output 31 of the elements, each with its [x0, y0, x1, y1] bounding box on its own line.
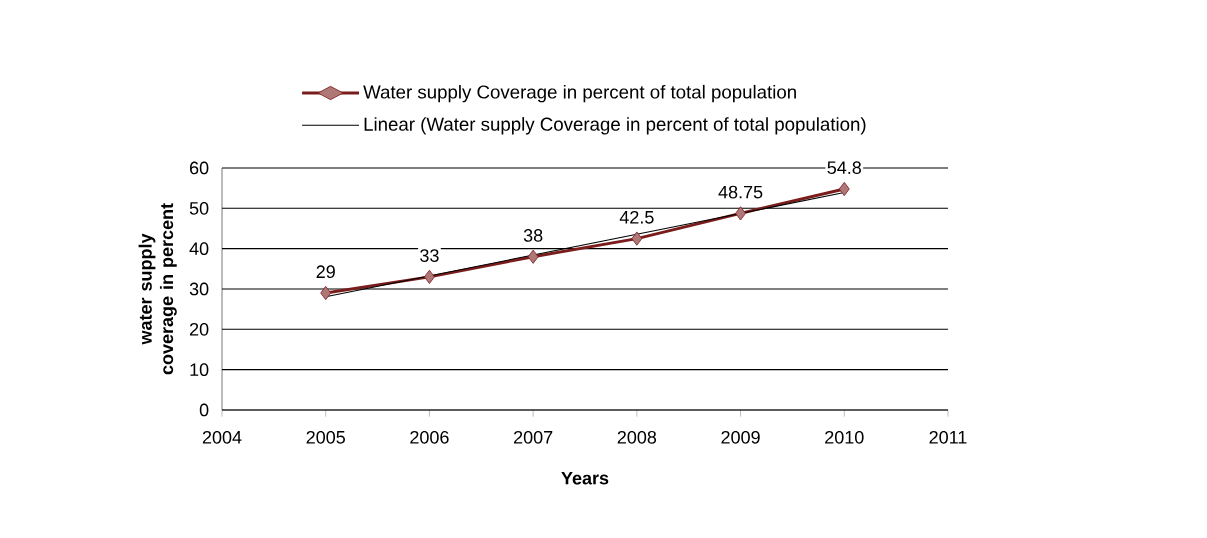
data-label: 33 — [420, 249, 439, 262]
y-tick-label: 20 — [189, 322, 209, 336]
y-tick-label: 30 — [189, 282, 209, 296]
point — [320, 285, 332, 301]
point — [631, 231, 643, 246]
data-label: 29 — [316, 265, 335, 279]
point — [527, 249, 539, 264]
x-tick-label: 2007 — [514, 430, 553, 444]
data-label: 54.8 — [827, 161, 862, 175]
x-axis-title: Years — [561, 471, 609, 485]
point — [838, 181, 850, 197]
point — [424, 269, 435, 284]
x-tick-label: 2008 — [617, 430, 657, 444]
data-label: 48.75 — [718, 185, 763, 199]
y-axis-title: water supply coverage in percent — [138, 203, 177, 375]
x-tick-label: 2011 — [929, 430, 967, 444]
x-tick-label: 2005 — [306, 430, 345, 444]
y-tick-label: 40 — [189, 242, 209, 256]
y-tick-label: 10 — [190, 363, 209, 377]
legend-label: Linear (Water supply Coverage in percent of total population) — [364, 117, 866, 135]
x-tick-label: 2006 — [410, 430, 449, 444]
point — [735, 206, 746, 221]
y-tick-label: 50 — [189, 201, 209, 215]
legend-label: Water supply Coverage in percent of total population — [363, 84, 796, 103]
y-tick-label: 0 — [199, 403, 209, 417]
x-tick-label: 2004 — [202, 430, 242, 444]
x-tick-label: 2009 — [721, 430, 760, 444]
y-tick-label: 60 — [190, 161, 209, 175]
data-label: 38 — [523, 229, 543, 242]
x-tick-label: 2010 — [825, 430, 864, 444]
data-label: 42.5 — [619, 210, 654, 224]
